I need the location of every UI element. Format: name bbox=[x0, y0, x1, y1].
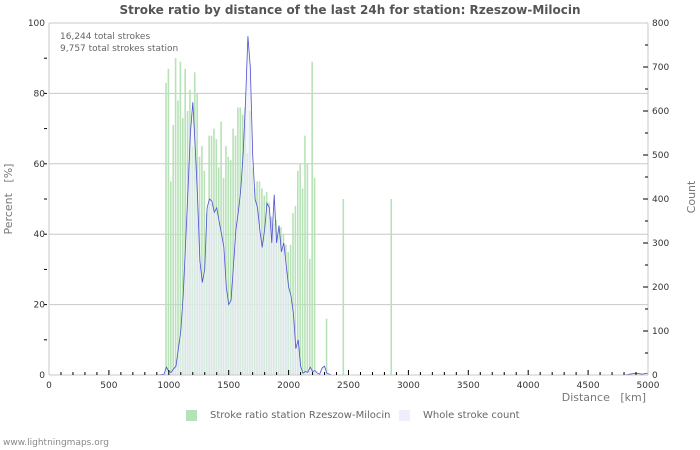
ratio-bar bbox=[301, 188, 304, 375]
count-swatch bbox=[399, 410, 410, 421]
count-area bbox=[156, 36, 649, 375]
ratio-bar bbox=[229, 160, 232, 375]
ratio-bar bbox=[232, 128, 234, 375]
y2-tick-label: 800 bbox=[652, 19, 669, 29]
y-axis-label: Percent [%] bbox=[2, 164, 15, 235]
y2-tick-label: 700 bbox=[652, 63, 669, 73]
legend-item-ratio[interactable]: Stroke ratio station Rzeszow-Milocin bbox=[186, 410, 391, 421]
y2-tick-label: 100 bbox=[652, 327, 669, 337]
x-tick-label: 1500 bbox=[217, 381, 240, 391]
legend-item-count[interactable]: Whole stroke count bbox=[399, 410, 520, 421]
y2-tick-label: 600 bbox=[652, 107, 669, 117]
total-strokes-annotation: 16,244 total strokes bbox=[60, 32, 150, 42]
x-tick-label: 3500 bbox=[457, 381, 480, 391]
ratio-bar bbox=[179, 61, 182, 375]
ratio-bar bbox=[201, 146, 203, 375]
credit-link[interactable]: www.lightningmaps.org bbox=[3, 438, 109, 448]
ratio-bar bbox=[311, 61, 313, 375]
ratio-bar bbox=[306, 163, 309, 375]
x-tick-label: 2000 bbox=[277, 381, 300, 391]
x-tick-label: 0 bbox=[46, 381, 52, 391]
count-line bbox=[156, 36, 649, 376]
count-line-path bbox=[156, 36, 649, 376]
ratio-swatch bbox=[186, 410, 197, 421]
x-tick-label: 2500 bbox=[337, 381, 360, 391]
ratio-bar bbox=[225, 146, 227, 375]
x-tick-label: 5000 bbox=[637, 381, 660, 391]
ratio-bar bbox=[313, 177, 316, 375]
y-tick-label: 20 bbox=[34, 301, 46, 311]
ratio-bar bbox=[296, 170, 299, 375]
ratio-bar bbox=[308, 258, 311, 375]
y-tick-label: 100 bbox=[28, 19, 45, 29]
y2-tick-label: 500 bbox=[652, 151, 669, 161]
x-tick-label: 1000 bbox=[157, 381, 180, 391]
y2-tick-label: 0 bbox=[652, 371, 658, 381]
ratio-bar bbox=[184, 68, 186, 375]
legend-ratio-label: Stroke ratio station Rzeszow-Milocin bbox=[210, 410, 391, 421]
y-tick-label: 80 bbox=[34, 89, 46, 99]
ratio-bar bbox=[177, 100, 179, 375]
chart-title: Stroke ratio by distance of the last 24h… bbox=[119, 3, 581, 17]
y-tick-label: 60 bbox=[34, 160, 46, 170]
y2-tick-label: 400 bbox=[652, 195, 669, 205]
x-tick-label: 3000 bbox=[397, 381, 420, 391]
x-tick-label: 4000 bbox=[517, 381, 540, 391]
ratio-bar bbox=[390, 199, 393, 375]
ratio-bar bbox=[174, 58, 177, 375]
y2-tick-label: 200 bbox=[652, 283, 669, 293]
y-tick-label: 40 bbox=[34, 230, 46, 240]
x-axis-label: Distance [km] bbox=[562, 391, 646, 404]
y2-tick-label: 300 bbox=[652, 239, 669, 249]
ratio-bar bbox=[299, 163, 301, 375]
legend-count-label: Whole stroke count bbox=[423, 410, 520, 421]
ratio-bar bbox=[292, 213, 294, 375]
ratio-bar bbox=[304, 135, 306, 375]
ratio-bar bbox=[325, 318, 328, 375]
y2-axis-label: Count bbox=[685, 180, 698, 213]
ratio-bar bbox=[165, 82, 167, 375]
axes: 0 500 1000 1500 2000 2500 3000 3500 4000 4500 5000… bbox=[28, 19, 670, 391]
x-tick-label: 500 bbox=[100, 381, 117, 391]
ratio-bar bbox=[294, 206, 297, 375]
ratio-bar bbox=[167, 68, 170, 375]
x-tick-label: 4500 bbox=[577, 381, 600, 391]
ratio-bar bbox=[172, 125, 174, 375]
ratio-bar bbox=[181, 118, 184, 375]
ratio-bar bbox=[227, 156, 230, 375]
y-tick-label: 0 bbox=[39, 371, 45, 381]
grid-lines bbox=[49, 22, 648, 306]
ratio-bar bbox=[342, 199, 345, 375]
total-strokes-station-annotation: 9,757 total strokes station bbox=[60, 44, 178, 54]
ratio-bar bbox=[169, 181, 172, 375]
